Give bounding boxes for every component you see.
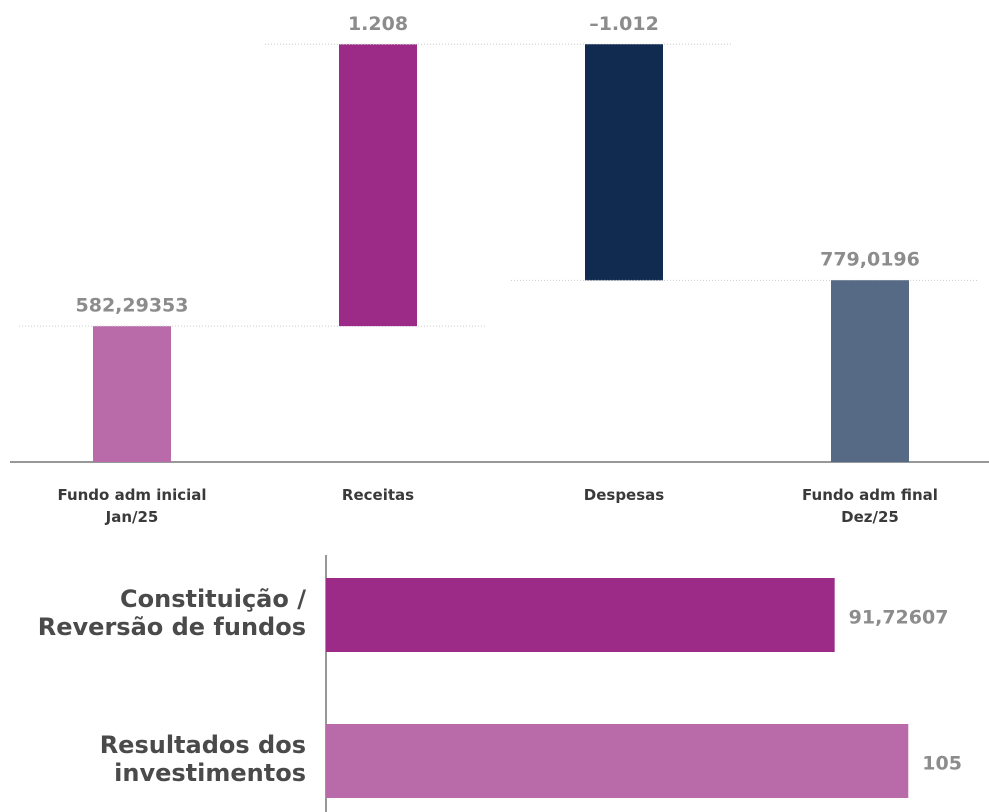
bar — [831, 280, 909, 462]
value-label: 1.208 — [348, 13, 408, 35]
x-tick-label: Despesas — [583, 486, 665, 504]
bar — [326, 578, 835, 652]
bar — [585, 44, 663, 281]
value-label: –1.012 — [589, 13, 659, 35]
value-label: 779,0196 — [820, 249, 920, 271]
x-tick-label: Receitas — [341, 486, 415, 504]
value-label: 105 — [922, 753, 962, 775]
y-tick-label: Constituição / Reversão de fundos — [37, 585, 306, 641]
value-label: 582,29353 — [76, 295, 189, 317]
bar — [326, 724, 909, 798]
x-tick-label: Fundo adm inicial Jan/25 — [57, 486, 207, 526]
y-tick-label: Resultados dos investimentos — [99, 731, 306, 787]
value-label: 91,72607 — [849, 607, 949, 629]
bar — [339, 44, 417, 327]
x-tick-label: Fundo adm final Dez/25 — [802, 486, 938, 526]
bar — [93, 326, 171, 462]
